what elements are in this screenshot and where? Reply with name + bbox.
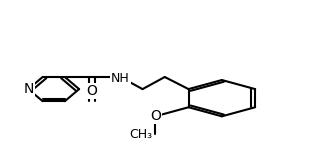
Text: NH: NH <box>111 72 130 85</box>
Text: CH₃: CH₃ <box>129 128 152 141</box>
Text: N: N <box>23 82 34 96</box>
Text: O: O <box>86 84 97 98</box>
Text: O: O <box>150 109 161 123</box>
